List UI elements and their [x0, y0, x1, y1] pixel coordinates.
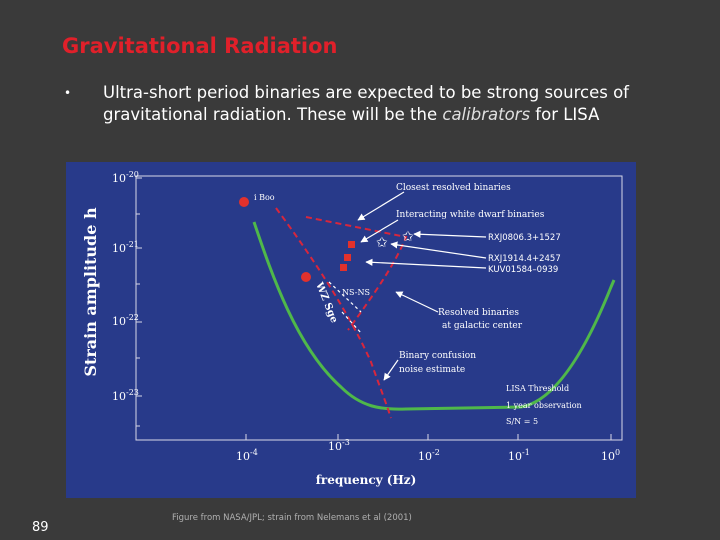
arrow-resolved-binaries: [395, 291, 439, 313]
wz-sge-point: [301, 272, 311, 282]
x-tick-1e0: 100: [601, 448, 620, 463]
wd-binary-point-1: [348, 241, 355, 248]
label-wz-sge: WZ Sge: [313, 280, 340, 325]
star-marker-rxj0806: ✩: [402, 229, 414, 245]
y-tick-1e-22: 10-22: [112, 313, 139, 328]
y-tick-1e-20: 10-20: [112, 170, 139, 185]
y-tick-1e-21: 10-21: [112, 240, 139, 255]
x-tick-1e-2: 10-2: [418, 448, 440, 463]
bullet-text: Ultra-short period binaries are expected…: [103, 82, 663, 126]
label-resolved-line2: at galactic center: [442, 321, 523, 331]
arrow-confusion-noise: [383, 359, 399, 381]
star-marker-kuv: ✩: [376, 235, 388, 251]
arrow-rxj1914: [390, 241, 487, 259]
label-kuv: KUV01584–0939: [488, 265, 558, 275]
x-tick-1e-1: 10-1: [508, 448, 530, 463]
label-interacting-wd: Interacting white dwarf binaries: [396, 210, 545, 220]
strain-frequency-figure: Strain amplitude h 10-20 10-21 10-22 10-…: [66, 162, 636, 498]
label-lisa-line1: LISA Threshold: [506, 384, 569, 393]
label-confusion-line2: noise estimate: [399, 365, 465, 375]
label-rxj1914: RXJ1914.4+2457: [488, 254, 561, 264]
label-resolved-line1: Resolved binaries: [438, 308, 519, 318]
confusion-noise-curve: [275, 207, 392, 419]
label-confusion-line1: Binary confusion: [399, 351, 476, 361]
wd-binary-point-3: [340, 264, 347, 271]
label-closest-resolved: Closest resolved binaries: [396, 183, 511, 193]
arrow-interacting-wd: [360, 219, 399, 243]
resolved-galactic-center-curve: [305, 216, 408, 331]
label-rxj0806: RXJ0806.3+1527: [488, 233, 561, 243]
nsns-track-lower: [341, 311, 363, 335]
i-boo-point: [239, 197, 249, 207]
bullet-marker: •: [64, 86, 72, 100]
arrow-closest-resolved: [357, 191, 405, 221]
label-i-boo: i Boo: [254, 193, 275, 202]
arrow-rxj0806: [413, 230, 487, 238]
y-tick-1e-23: 10-23: [112, 388, 139, 403]
label-lisa-line2: 1 year observation: [506, 401, 582, 410]
x-axis-label: frequency (Hz): [316, 473, 417, 487]
bullet-text-after: for LISA: [530, 105, 600, 124]
plot-frame: [135, 175, 623, 441]
x-tick-labels: 10-4 10-3 10-2 10-1 100: [236, 438, 620, 463]
x-tick-1e-3: 10-3: [328, 438, 350, 453]
label-lisa-line3: S/N = 5: [506, 417, 538, 426]
x-tick-1e-4: 10-4: [236, 448, 258, 463]
bullet-emphasis: calibrators: [442, 105, 531, 124]
wd-binary-point-2: [344, 254, 351, 261]
bullet-text-before: Ultra-short period binaries are expected…: [103, 83, 629, 124]
figure-caption: Figure from NASA/JPL; strain from Nelema…: [172, 513, 412, 523]
slide-title: Gravitational Radiation: [62, 34, 338, 58]
arrow-kuv: [365, 258, 487, 269]
label-nsns: NS-NS: [342, 288, 370, 297]
y-tick-labels: 10-20 10-21 10-22 10-23: [112, 170, 139, 403]
page-number: 89: [32, 520, 49, 535]
lisa-sensitivity-curve: [252, 221, 616, 411]
nsns-track: [328, 281, 362, 313]
y-axis-label: Strain amplitude h: [81, 207, 100, 377]
